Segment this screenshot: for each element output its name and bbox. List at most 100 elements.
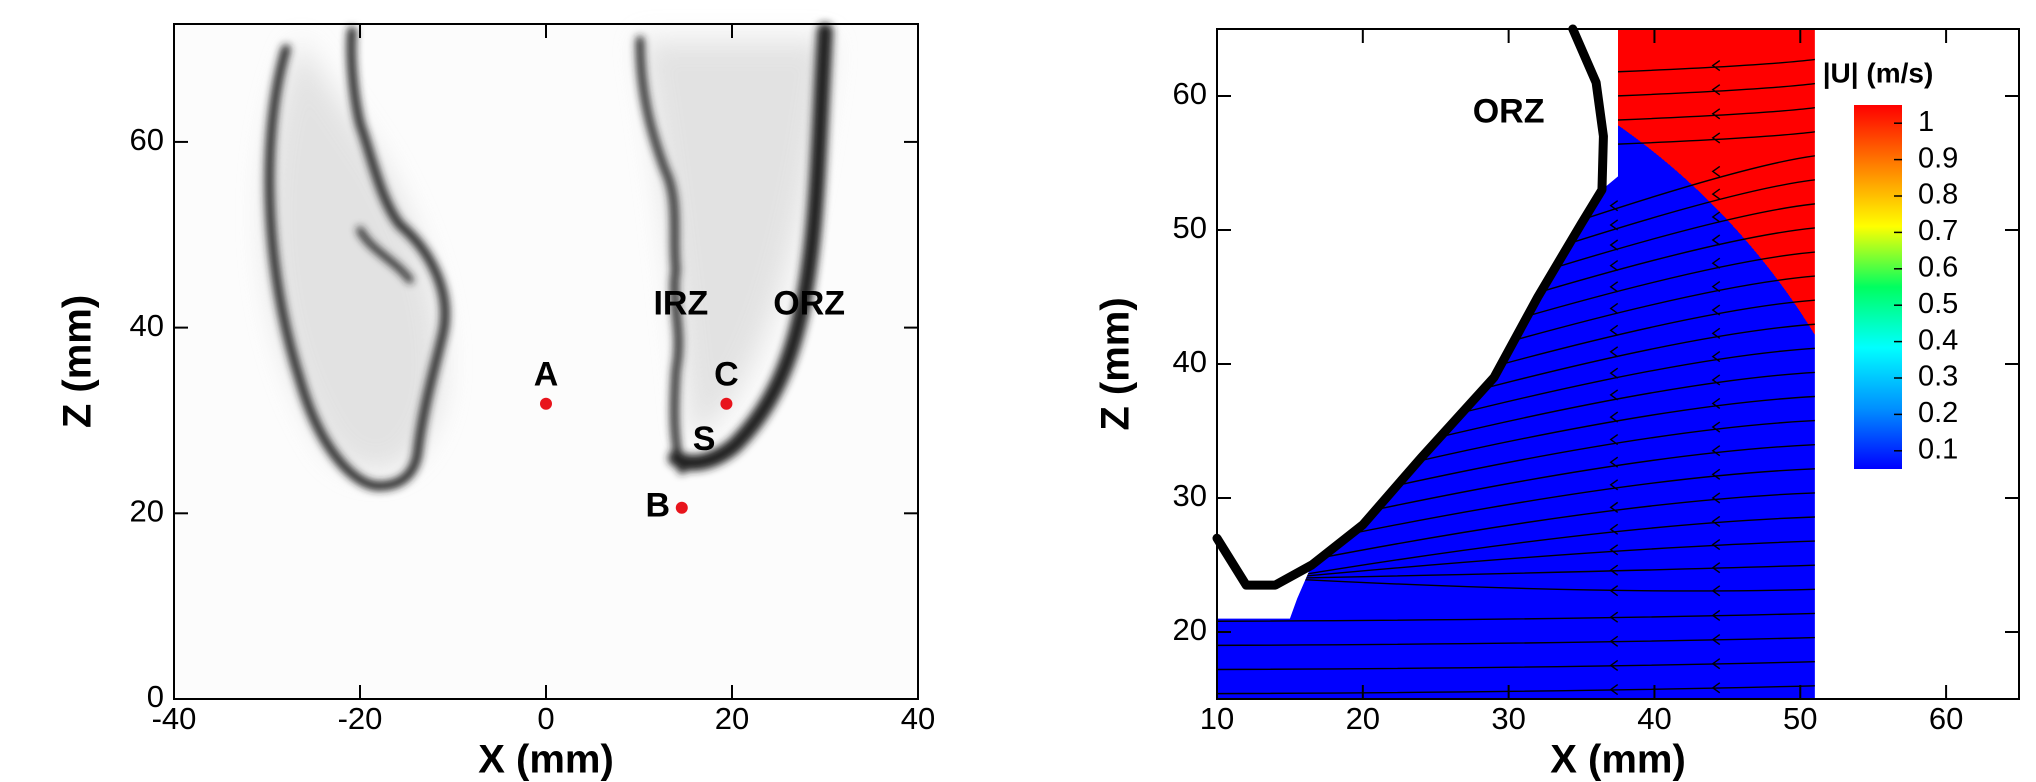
streamline <box>1217 660 1815 671</box>
velocity-field <box>1212 24 1815 699</box>
arrow <box>1711 492 1721 504</box>
y-axis-title: Z (mm) <box>56 295 100 428</box>
arrow <box>1609 302 1619 315</box>
x-tick-label: -40 <box>152 701 197 736</box>
x-tick-label: 10 <box>1200 701 1234 736</box>
arrow <box>1711 634 1721 646</box>
arrow <box>1711 84 1721 96</box>
arrow <box>1609 501 1619 513</box>
arrow <box>1609 411 1619 423</box>
x-tick-label: 50 <box>1783 701 1817 736</box>
streamline <box>1388 419 1815 488</box>
y-tick-label: 60 <box>130 122 164 157</box>
streamlines <box>1217 57 1815 696</box>
y-tick-label: 20 <box>1173 612 1207 647</box>
arrow <box>1609 219 1619 231</box>
y-tick-label: 40 <box>1173 344 1207 379</box>
arrow <box>1711 468 1721 480</box>
x-tick-label: 0 <box>537 701 554 736</box>
arrow <box>1609 389 1619 401</box>
arrow <box>1711 108 1721 120</box>
point-label: C <box>714 356 739 394</box>
arrow <box>1711 658 1721 670</box>
arrow <box>1609 346 1619 358</box>
arrow <box>1711 609 1721 622</box>
colorbar-tick-label: 0.9 <box>1918 142 1958 174</box>
arrow <box>1711 234 1721 246</box>
x-tick-label: 20 <box>715 701 749 736</box>
y-tick-label: 20 <box>130 493 164 528</box>
arrow <box>1609 635 1619 647</box>
arrow <box>1711 421 1721 433</box>
x-tick-label: 30 <box>1491 701 1525 736</box>
field-area <box>1217 29 1815 699</box>
arrow <box>1711 351 1721 363</box>
streamline <box>1311 491 1815 561</box>
streamline <box>1518 250 1815 320</box>
streamline <box>1217 612 1815 622</box>
arrow <box>1711 445 1721 457</box>
arrow <box>1711 304 1721 316</box>
streamline <box>1492 298 1815 368</box>
streamline <box>1505 274 1815 344</box>
annotation: S <box>693 420 716 458</box>
streamline <box>1280 564 1815 580</box>
point <box>720 397 733 410</box>
arrow <box>1711 132 1721 144</box>
streamline <box>1367 443 1815 513</box>
streamline <box>1409 395 1815 464</box>
colorbar-tick-label: 0.4 <box>1918 324 1958 356</box>
streamline <box>1531 226 1815 295</box>
streamline <box>1474 323 1815 392</box>
arrow <box>1711 585 1721 597</box>
streamline <box>1615 130 1815 145</box>
arrow <box>1609 659 1619 672</box>
point-label: A <box>534 356 559 394</box>
colorbar-tick-label: 0.2 <box>1918 397 1958 429</box>
y-tick-label: 40 <box>130 308 164 343</box>
x-axis-title: X (mm) <box>1550 738 1686 782</box>
streamline <box>1217 684 1815 695</box>
annotation: ORZ <box>773 284 845 322</box>
colorbar <box>1854 105 1902 469</box>
streamline <box>1615 106 1815 121</box>
arrow <box>1609 433 1619 446</box>
annotation: ORZ <box>1473 92 1545 130</box>
streamline <box>1615 57 1815 73</box>
colorbar-tick-label: 0.7 <box>1918 215 1958 247</box>
arrow <box>1711 374 1721 386</box>
arrow <box>1609 479 1619 491</box>
arrow <box>1711 515 1721 527</box>
arrow <box>1711 682 1721 694</box>
arrow <box>1609 260 1619 272</box>
arrow <box>1609 239 1619 251</box>
streamline <box>1341 467 1815 537</box>
arrow <box>1711 281 1721 293</box>
y-tick-label: 60 <box>1173 76 1207 111</box>
x-tick-label: 40 <box>901 701 935 736</box>
y-tick-label: 0 <box>147 679 164 714</box>
colorbar-tick-label: 0.3 <box>1918 361 1958 393</box>
streamline <box>1280 540 1815 580</box>
arrow <box>1711 397 1721 410</box>
colorbar-tick-label: 0.5 <box>1918 288 1958 320</box>
x-tick-label: 60 <box>1929 701 1963 736</box>
x-axis-title: X (mm) <box>478 738 614 782</box>
arrow <box>1711 188 1721 200</box>
arrow <box>1711 562 1721 574</box>
arrow <box>1711 165 1721 177</box>
colorbar-tick-label: 0.6 <box>1918 251 1958 283</box>
arrow <box>1711 327 1721 339</box>
arrow <box>1711 257 1721 269</box>
annotation: IRZ <box>653 284 708 322</box>
arrow <box>1609 200 1619 212</box>
streamline <box>1546 202 1815 271</box>
streamline <box>1280 516 1815 580</box>
arrow <box>1609 367 1619 379</box>
colorbar-tick-label: 1 <box>1918 106 1934 138</box>
arrow <box>1711 538 1721 551</box>
streamline <box>1574 154 1815 223</box>
x-tick-label: 40 <box>1637 701 1671 736</box>
colorbar-tick-label: 0.8 <box>1918 179 1958 211</box>
